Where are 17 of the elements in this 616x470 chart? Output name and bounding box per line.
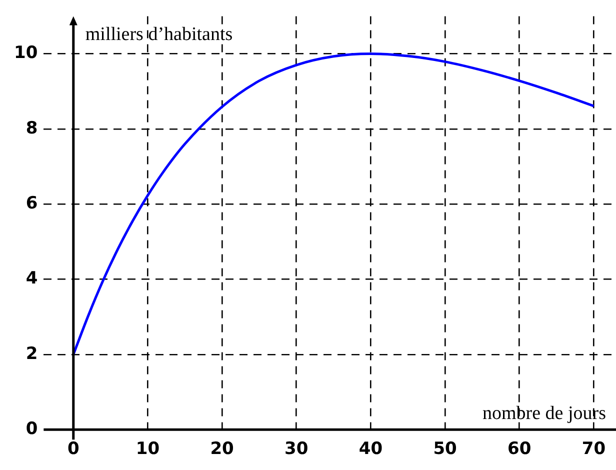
x-tick-label: 20 <box>210 439 234 460</box>
y-axis-title: milliers d’habitants <box>85 24 233 45</box>
y-tick-label: 2 <box>26 344 38 364</box>
y-tick-label: 8 <box>26 118 38 138</box>
y-tick-label: 10 <box>14 43 38 64</box>
x-tick-label: 10 <box>136 439 160 460</box>
y-tick-label: 6 <box>26 194 38 214</box>
x-tick-label: 60 <box>508 439 532 460</box>
y-tick-label: 0 <box>26 419 38 440</box>
x-axis-title: nombre de jours <box>482 403 606 424</box>
line-series <box>72 52 595 356</box>
x-tick-label: 50 <box>433 439 458 460</box>
x-tick-label: 30 <box>284 439 308 460</box>
x-tick-label: 0 <box>67 439 80 460</box>
x-tick-label: 40 <box>358 439 383 460</box>
x-tick-label: 70 <box>582 439 606 460</box>
y-tick-label: 4 <box>26 268 38 289</box>
